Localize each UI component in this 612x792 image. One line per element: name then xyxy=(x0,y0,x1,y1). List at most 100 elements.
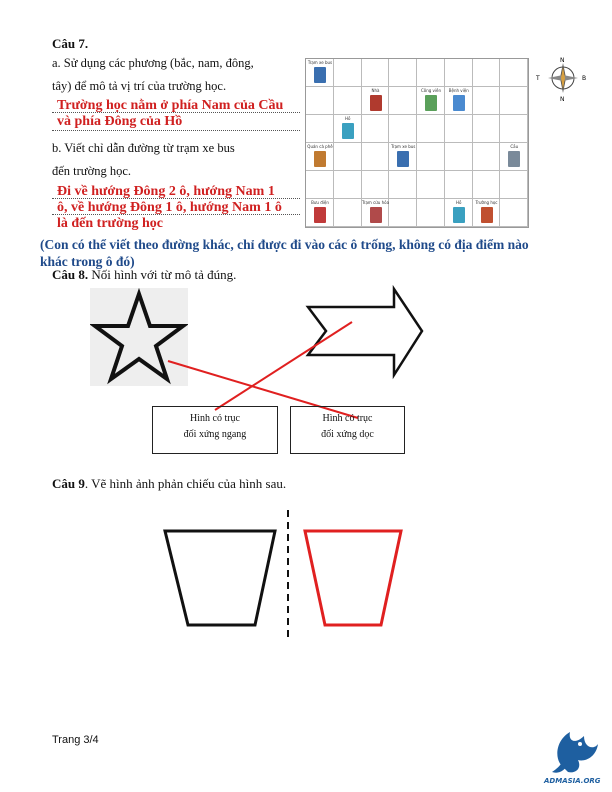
map-place-label: Cầu xyxy=(510,144,519,149)
map-cell xyxy=(417,87,445,115)
map-place-label: Hồ xyxy=(345,116,351,121)
map-cell xyxy=(444,115,473,143)
map-building-icon xyxy=(314,207,326,223)
map-building-icon xyxy=(314,67,326,83)
match-line-star xyxy=(167,360,359,419)
map-cell xyxy=(500,143,528,171)
map-cell xyxy=(417,171,445,199)
town-map-grid: Trạm xe bus Nhà Công viên Bệnh viện Hồ Quán c… xyxy=(305,58,529,228)
map-building-icon xyxy=(369,95,382,111)
map-cell xyxy=(306,143,334,171)
map-cell xyxy=(417,115,445,143)
map-place-label: Bưu điện xyxy=(311,200,329,205)
map-place-label: Hồ xyxy=(456,200,462,205)
map-building-icon xyxy=(341,123,354,139)
map-cell xyxy=(361,143,390,171)
map-cell xyxy=(333,143,362,171)
map-building-icon xyxy=(397,151,410,167)
q7-a-line1: a. Sử dụng các phương (bắc, nam, đông, xyxy=(52,56,254,70)
q7-a-answer2: và phía Đông của Hồ xyxy=(57,114,183,129)
compass-rose-icon: N N T B xyxy=(535,57,586,103)
logo-text: ADMASIA.ORG xyxy=(543,777,601,785)
q7-b-answer2: ô, về hướng Đông 1 ô, hướng Nam 1 ô xyxy=(57,200,282,215)
q9-instruction: . Vẽ hình ảnh phản chiếu của hình sau. xyxy=(84,476,287,491)
map-cell xyxy=(472,115,501,143)
q7-note-line2: khác trong ô đó) xyxy=(40,254,135,269)
map-cell xyxy=(500,59,528,87)
reflection-drawing xyxy=(163,510,403,640)
map-building-icon xyxy=(425,95,437,111)
map-cell xyxy=(444,171,473,199)
map-cell xyxy=(500,171,528,199)
map-cell xyxy=(417,199,445,227)
map-cell xyxy=(389,171,417,199)
map-cell xyxy=(333,59,362,87)
q7-title: Câu 7. xyxy=(52,36,89,51)
map-cell xyxy=(389,87,417,115)
q7-b-line2: đến trường học. xyxy=(52,164,131,178)
map-place-label: Quán cà phê xyxy=(307,144,333,149)
map-cell xyxy=(500,87,528,115)
map-cell xyxy=(444,143,473,171)
map-cell xyxy=(472,171,501,199)
map-building-icon xyxy=(480,207,493,223)
box-left-line2: đối xứng ngang xyxy=(183,429,247,440)
map-cell xyxy=(333,199,362,227)
page-number: Trang 3/4 xyxy=(52,734,99,746)
map-cell xyxy=(472,87,501,115)
compass-east: B xyxy=(582,75,586,82)
map-cell xyxy=(306,115,334,143)
map-cell xyxy=(417,143,445,171)
compass-west: T xyxy=(535,75,540,82)
compass-north: N xyxy=(560,57,565,64)
map-place-label: Bệnh viện xyxy=(448,88,469,93)
q9-title: Câu 9 xyxy=(52,476,85,491)
reflected-trapezoid xyxy=(303,529,403,627)
map-cell xyxy=(444,59,473,87)
box-left-line1: Hình có trục xyxy=(190,413,240,424)
map-cell xyxy=(306,171,334,199)
star-shape-icon xyxy=(88,287,190,385)
map-cell xyxy=(472,59,501,87)
map-building-icon xyxy=(452,207,465,223)
map-cell xyxy=(389,59,417,87)
dragon-logo-icon: ADMASIA.ORG xyxy=(543,732,601,785)
map-cell xyxy=(306,87,334,115)
map-cell xyxy=(361,87,390,115)
compass-south: N xyxy=(560,96,565,103)
map-place-label: Trạm xe bus xyxy=(307,60,333,65)
map-cell xyxy=(389,143,417,171)
q7-b-answer1: Đi về hướng Đông 2 ô, hướng Nam 1 xyxy=(57,184,275,199)
q7-b-answer-line1: Đi về hướng Đông 2 ô, hướng Nam 1 xyxy=(52,182,300,199)
q7-note-line1: (Con có thể viết theo đường khác, chỉ đư… xyxy=(40,237,529,252)
map-cell xyxy=(361,59,390,87)
q7-b-answer-line3: là đến trường học xyxy=(52,214,300,231)
q7-a-answer-line1: Trường học nằm ở phía Nam của Cầu xyxy=(52,96,300,113)
map-cell xyxy=(444,87,473,115)
q7-b-answer3: là đến trường học xyxy=(57,216,163,231)
map-cell xyxy=(417,59,445,87)
map-cell xyxy=(444,199,473,227)
box-right-line1: Hình có trục xyxy=(322,413,373,424)
q7-a-answer-line2: và phía Đông của Hồ xyxy=(52,112,300,131)
q8-title: Câu 8. xyxy=(52,267,89,282)
map-place-label: Công viên xyxy=(420,88,442,93)
map-cell xyxy=(361,199,390,227)
map-building-icon xyxy=(452,95,465,111)
map-building-icon xyxy=(508,151,521,167)
box-right-line2: đối xứng dọc xyxy=(321,429,374,440)
arrow-shape-icon xyxy=(305,285,424,380)
map-cell xyxy=(472,199,501,227)
map-place-label: Trạm xe bus xyxy=(391,144,416,149)
original-trapezoid xyxy=(163,529,277,627)
map-cell xyxy=(472,143,501,171)
q7-b-answer-line2: ô, về hướng Đông 1 ô, hướng Nam 1 ô xyxy=(52,198,300,215)
q7-b-line1: b. Viết chỉ dẫn đường từ trạm xe bus xyxy=(52,141,235,155)
label-box-horizontal-axis: Hình có trục đối xứng ngang xyxy=(152,406,278,454)
q8-instruction: Nối hình với từ mô tả đúng. xyxy=(91,267,237,282)
q8-heading: Câu 8. Nối hình với từ mô tả đúng. xyxy=(52,267,236,283)
q7-a-line2: tây) để mô tả vị trí của trường học. xyxy=(52,79,227,93)
map-building-icon xyxy=(314,151,326,167)
map-cell xyxy=(361,171,390,199)
